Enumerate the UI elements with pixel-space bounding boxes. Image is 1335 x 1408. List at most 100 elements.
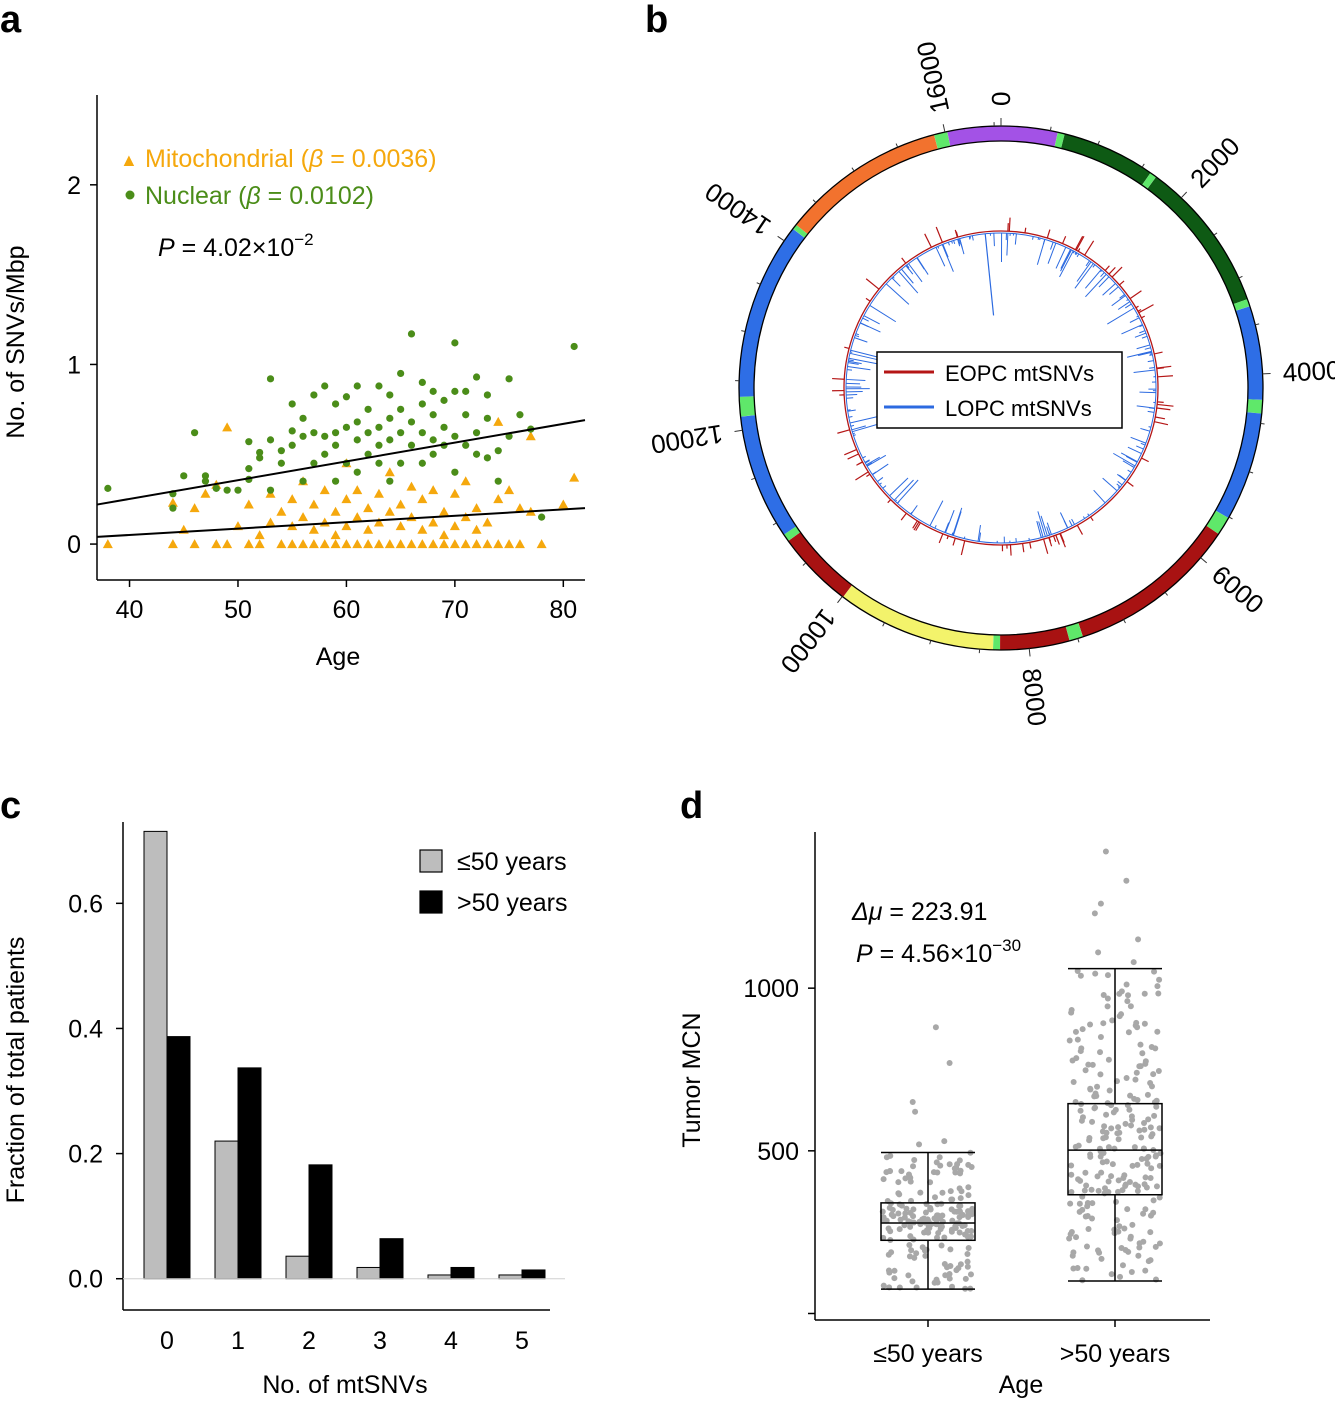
lopc-snv-line <box>906 264 910 269</box>
ring-tick <box>1049 126 1052 131</box>
genome-segment <box>1078 525 1219 637</box>
mcn-point <box>907 1209 914 1216</box>
lopc-snv-line <box>846 378 866 381</box>
ring-tick <box>1077 638 1080 643</box>
mcn-outlier-point <box>1133 1069 1140 1076</box>
mcn-point <box>1085 1061 1092 1068</box>
mito-point <box>406 481 417 491</box>
bar-gt50 <box>237 1067 262 1280</box>
mcn-point <box>1089 1200 1096 1207</box>
lopc-snv-line <box>847 409 856 412</box>
panel-a-y-tick-label: 2 <box>67 172 81 200</box>
mcn-point <box>1077 972 1084 979</box>
nuclear-point <box>353 468 361 476</box>
lopc-snv-line <box>853 434 856 436</box>
nuclear-point <box>483 454 491 462</box>
lopc-snv-line <box>1085 273 1107 298</box>
nuclear-point <box>299 432 307 440</box>
mito-point <box>319 539 330 549</box>
mcn-point <box>1097 1071 1104 1078</box>
eopc-snv-line <box>935 226 943 243</box>
mcn-point <box>1095 1247 1102 1254</box>
lopc-snv-line <box>1075 252 1078 256</box>
mcn-point <box>1126 1106 1133 1113</box>
panel-a-ylabel: No. of SNVs/Mbp <box>2 245 30 438</box>
nuclear-point <box>386 436 394 444</box>
mcn-point <box>1108 1125 1115 1132</box>
mcn-outlier-point <box>1124 998 1131 1005</box>
mcn-point <box>1087 1021 1094 1028</box>
mito-point <box>102 539 113 549</box>
mcn-point <box>1101 1185 1108 1192</box>
panel-label-c: c <box>0 785 21 827</box>
eopc-snv-line <box>837 429 850 434</box>
eopc-snv-line <box>1022 543 1025 553</box>
mito-point <box>211 539 222 549</box>
nuclear-fit-line <box>96 419 586 506</box>
mcn-point <box>1110 1109 1117 1116</box>
nuclear-point <box>245 438 253 446</box>
lopc-snv-line <box>860 322 869 328</box>
panel-a-y-tick-label: 1 <box>67 351 81 379</box>
nuclear-point <box>212 484 220 492</box>
mcn-point <box>1084 1203 1091 1210</box>
panel-d-ylabel: Tumor MCN <box>678 1012 706 1147</box>
mito-point <box>341 539 352 549</box>
lopc-snv-line <box>1117 486 1120 489</box>
panel-a-xlabel: Age <box>316 643 360 671</box>
lopc-snv-line <box>1085 260 1090 267</box>
mcn-point <box>919 1244 926 1251</box>
mito-point <box>341 521 352 531</box>
mcn-point <box>883 1154 890 1161</box>
ring-tick <box>1141 163 1145 168</box>
mcn-point <box>939 1189 946 1196</box>
nuclear-point <box>386 477 394 485</box>
genome-segment <box>1233 299 1250 311</box>
mito-point <box>384 539 395 549</box>
mcn-point <box>1072 1028 1079 1035</box>
mcn-point <box>1156 1125 1163 1132</box>
mito-point <box>363 524 374 534</box>
mito-point <box>352 485 363 495</box>
mcn-point <box>886 1204 893 1211</box>
nuclear-point <box>288 400 296 408</box>
mcn-point <box>1117 1273 1124 1280</box>
lopc-snv-line <box>977 524 981 542</box>
mcn-point <box>949 1283 956 1290</box>
mito-point <box>298 512 309 522</box>
eopc-snv-line <box>1141 457 1149 463</box>
nuclear-point <box>201 477 210 485</box>
eopc-snv-line <box>901 257 907 264</box>
lopc-snv-line <box>1129 317 1140 323</box>
mcn-point <box>1079 1277 1086 1284</box>
panel-b-snv-tracks <box>832 217 1174 556</box>
lopc-snv-line <box>1098 276 1110 288</box>
mcn-point <box>907 1223 914 1230</box>
eopc-snv-line <box>865 297 871 302</box>
mcn-point <box>1078 1117 1085 1124</box>
panel-a-x-tick-label: 80 <box>549 596 577 624</box>
ring-tick <box>1238 275 1243 279</box>
mcn-point <box>1153 1097 1160 1104</box>
panel-d-pvalue-exp: −30 <box>992 936 1021 955</box>
mito-point <box>167 497 178 507</box>
eopc-snv-line <box>1129 290 1142 300</box>
mcn-point <box>956 1157 963 1164</box>
mcn-point <box>1068 1162 1075 1169</box>
mcn-point <box>888 1211 895 1218</box>
nuclear-point <box>483 414 491 422</box>
mcn-point <box>1132 1076 1139 1083</box>
genome-segment <box>1235 306 1263 400</box>
ring-tick <box>812 199 817 203</box>
mcn-point <box>1103 1129 1110 1136</box>
lopc-snv-line <box>1136 315 1139 318</box>
lopc-snv-line <box>848 360 862 365</box>
mcn-point <box>1067 1200 1074 1207</box>
mito-point <box>319 517 330 527</box>
mcn-point <box>1084 1212 1091 1219</box>
nuclear-point <box>375 441 383 449</box>
ring-tick <box>772 522 777 526</box>
mito-point <box>189 503 200 513</box>
mcn-point <box>965 1211 972 1218</box>
nuclear-point <box>234 486 242 494</box>
